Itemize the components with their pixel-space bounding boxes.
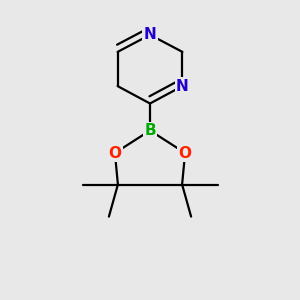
Text: N: N: [144, 27, 156, 42]
Text: O: O: [108, 146, 122, 160]
Text: N: N: [176, 79, 189, 94]
Text: B: B: [144, 123, 156, 138]
Text: O: O: [178, 146, 192, 160]
